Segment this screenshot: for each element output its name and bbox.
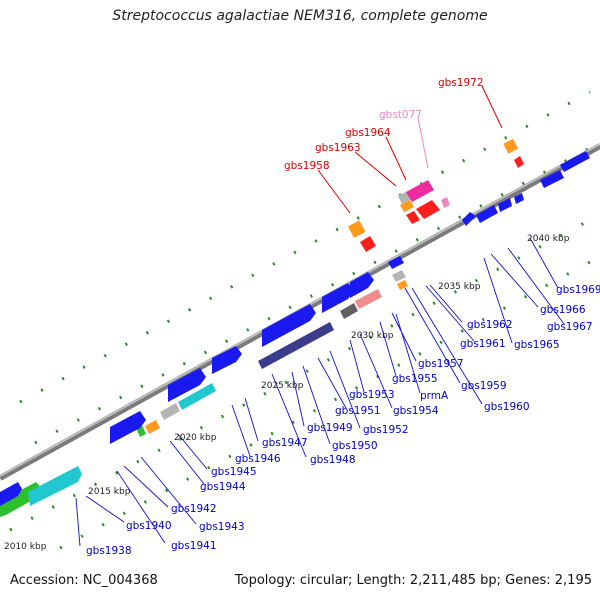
scale-label: 2025 kbp [261, 381, 304, 391]
gene-label-gbs1949[interactable]: gbs1949 [307, 422, 353, 434]
gene-gbs1969-feature[interactable] [540, 170, 564, 188]
scale-label: 2030 kbp [351, 331, 394, 341]
upper-gene-track[interactable] [110, 151, 590, 444]
gene-gbs1946-feature[interactable] [168, 368, 206, 402]
gene-gbs1948-feature[interactable] [258, 322, 334, 369]
gene-label-gbst077[interactable]: gbst077 [379, 109, 422, 121]
gene-gbs1964-feature-c[interactable] [416, 200, 440, 219]
gene-gbs1949-feature[interactable] [262, 304, 316, 347]
gene-gbs1963-feature-b[interactable] [400, 200, 414, 212]
gene-labels-lower: gbs1938 gbs1940 gbs1941 gbs1942 gbs1943 … [86, 284, 600, 557]
gene-label-gbs1953[interactable]: gbs1953 [349, 389, 395, 401]
gene-gbs1940-feature[interactable] [28, 466, 82, 506]
gene-gbs1959-feature[interactable] [397, 280, 408, 290]
gene-gbs1954-feature[interactable] [355, 289, 382, 309]
gene-label-gbs1954[interactable]: gbs1954 [393, 405, 439, 417]
gene-label-gbs1940[interactable]: gbs1940 [126, 520, 172, 532]
scale-label: 2015 kbp [88, 487, 131, 497]
gene-label-gbs1964[interactable]: gbs1964 [345, 127, 391, 139]
gene-gbs1972-feature-b[interactable] [514, 156, 524, 168]
gene-gbs1947-feature[interactable] [212, 346, 242, 374]
gene-gbs1942-feature[interactable] [145, 420, 160, 434]
gene-label-gbs1961[interactable]: gbs1961 [460, 338, 506, 350]
gene-labels-upper: gbs1958 gbs1963 gbs1964 gbst077 gbs1972 [284, 77, 484, 172]
gene-label-gbs1941[interactable]: gbs1941 [171, 540, 217, 552]
gene-label-gbs1951[interactable]: gbs1951 [335, 405, 381, 417]
gene-label-gbs1943[interactable]: gbs1943 [199, 521, 245, 533]
gene-gbs1966-feature[interactable] [498, 198, 512, 212]
gene-label-gbs1948[interactable]: gbs1948 [310, 454, 356, 466]
gene-gbs1958-feature-b[interactable] [360, 236, 376, 252]
gene-gbs1967-feature[interactable] [514, 193, 524, 204]
gene-label-prmA[interactable]: prmA [420, 390, 449, 402]
gene-label-gbs1947[interactable]: gbs1947 [262, 437, 308, 449]
gene-gbs1953-feature[interactable] [340, 303, 358, 319]
gene-label-gbs1958[interactable]: gbs1958 [284, 160, 330, 172]
map-title: Streptococcus agalactiae NEM316, complet… [112, 8, 488, 24]
gene-label-gbs1959[interactable]: gbs1959 [461, 380, 507, 392]
scale-label: 2010 kbp [4, 542, 47, 552]
gene-gbs1943-feature[interactable] [160, 403, 180, 420]
gene-label-gbs1969[interactable]: gbs1969 [556, 284, 600, 296]
gene-label-gbs1957[interactable]: gbs1957 [418, 358, 464, 370]
gene-label-gbs1972[interactable]: gbs1972 [438, 77, 484, 89]
lower-gene-track[interactable] [0, 170, 564, 517]
gene-gbs1951-feature[interactable] [322, 283, 354, 313]
gene-label-gbs1965[interactable]: gbs1965 [514, 339, 560, 351]
accession-text: Accession: NC_004368 [10, 573, 158, 588]
topology-text: Topology: circular; Length: 2,211,485 bp… [234, 573, 592, 588]
label-leader-lines-red [317, 85, 503, 214]
gene-gbs1955-feature[interactable] [350, 272, 374, 298]
scale-labels: 2010 kbp 2015 kbp 2020 kbp 2025 kbp 2030… [4, 234, 570, 552]
highlight-features[interactable] [347, 138, 524, 252]
gene-label-gbs1967[interactable]: gbs1967 [547, 321, 593, 333]
gene-gbs1972-feature[interactable] [503, 138, 519, 154]
gene-label-gbs1962[interactable]: gbs1962 [467, 319, 513, 331]
gene-gbst077-feature[interactable] [441, 197, 450, 208]
scale-label: 2040 kbp [527, 234, 570, 244]
gene-label-gbs1944[interactable]: gbs1944 [200, 481, 246, 493]
label-leader-lines [75, 237, 565, 547]
gene-label-gbs1966[interactable]: gbs1966 [540, 304, 586, 316]
gene-label-gbs1952[interactable]: gbs1952 [363, 424, 409, 436]
gene-gbs1945-feature[interactable] [110, 411, 146, 444]
gene-gbs1961-feature[interactable] [388, 256, 404, 269]
gene-gbs1964-feature[interactable] [406, 180, 434, 202]
label-leader-line-pink [417, 117, 429, 169]
gene-label-gbs1942[interactable]: gbs1942 [171, 503, 217, 515]
gene-gbs1964-feature-b[interactable] [406, 211, 420, 224]
gene-label-gbs1963[interactable]: gbs1963 [315, 142, 361, 154]
gene-gbs1965-feature[interactable] [476, 205, 498, 223]
gene-label-gbs1946[interactable]: gbs1946 [235, 453, 281, 465]
gene-label-gbs1955[interactable]: gbs1955 [392, 373, 438, 385]
gene-gbs1957-feature[interactable] [392, 270, 406, 282]
gene-gbs1944-feature[interactable] [178, 383, 216, 410]
gene-gbs1958-feature[interactable] [347, 220, 366, 238]
scale-label: 2020 kbp [174, 433, 217, 443]
gene-label-gbs1950[interactable]: gbs1950 [332, 440, 378, 452]
gene-gbs1962-feature[interactable] [462, 212, 476, 226]
gene-label-gbs1960[interactable]: gbs1960 [484, 401, 530, 413]
scale-label: 2035 kbp [438, 282, 481, 292]
gene-label-gbs1945[interactable]: gbs1945 [211, 466, 257, 478]
gene-gbs1937-feature[interactable] [0, 482, 22, 506]
gene-gbs1970-feature[interactable] [560, 151, 590, 172]
gene-label-gbs1938[interactable]: gbs1938 [86, 545, 132, 557]
